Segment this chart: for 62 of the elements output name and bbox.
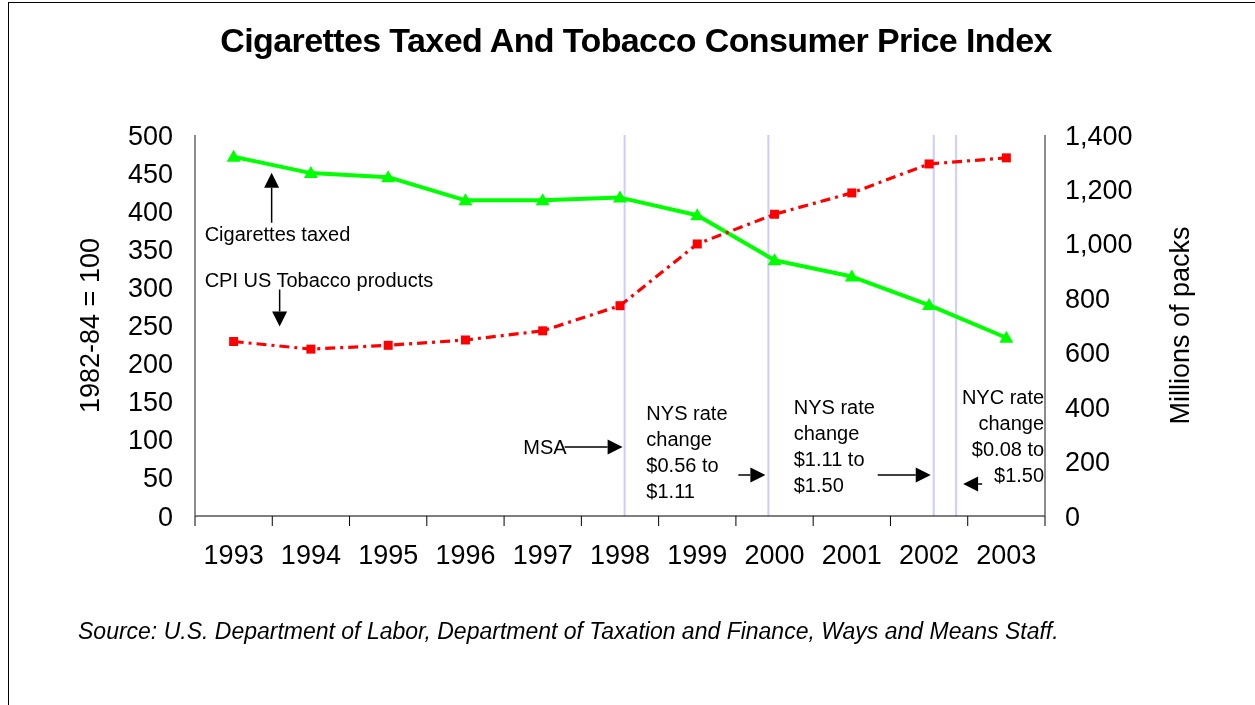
x-tick-label: 2002 <box>899 540 960 570</box>
point <box>535 193 550 206</box>
y2-tick-label: 600 <box>1065 338 1111 369</box>
point <box>999 330 1014 343</box>
y2-axis-title: Millions of packs <box>1165 226 1195 425</box>
x-tick-label: 2001 <box>821 540 882 570</box>
ref-line-label: NYS rate change $0.56 to $1.11 <box>646 402 728 502</box>
y2-tick-label: 1,000 <box>1065 229 1133 260</box>
point <box>770 209 780 219</box>
y-tick-label: 0 <box>157 501 173 532</box>
y2-tick-label: 0 <box>1065 501 1081 532</box>
x-tick-label: 1994 <box>280 540 341 570</box>
y-tick-label: 100 <box>127 425 173 456</box>
point <box>458 193 473 206</box>
source-note: Source: U.S. Department of Labor, Department of Taxation and Finance, Ways and Means Staff. <box>78 617 1059 645</box>
y2-tick-label: 400 <box>1065 392 1111 423</box>
x-tick-label: 1998 <box>589 540 651 570</box>
y-tick-label: 500 <box>127 120 173 151</box>
point <box>692 239 702 249</box>
point <box>460 335 470 345</box>
x-tick-label: 1993 <box>203 540 264 570</box>
y2-tick-label: 800 <box>1065 283 1111 314</box>
y-tick-label: 300 <box>127 272 173 303</box>
point <box>924 159 934 169</box>
point <box>690 208 705 221</box>
ref-line-label: NYS rate change $1.11 to $1.50 <box>793 396 875 496</box>
point <box>844 269 859 282</box>
point <box>767 253 782 266</box>
point <box>613 190 627 203</box>
y-tick-label: 450 <box>127 158 173 189</box>
point <box>1001 153 1011 163</box>
y2-tick-label: 200 <box>1065 447 1111 478</box>
point <box>383 340 393 350</box>
x-tick-label: 2000 <box>744 540 805 570</box>
x-tick-label: 1997 <box>512 540 573 570</box>
y-tick-label: 350 <box>127 234 173 265</box>
text: CPI US Tobacco products <box>204 268 434 291</box>
chart-title: Cigarettes Taxed And Tobacco Consumer Price Index <box>219 20 1053 61</box>
point <box>303 166 318 179</box>
y-tick-label: 50 <box>142 463 173 494</box>
x-tick-label: 1995 <box>358 540 419 570</box>
y2-tick-label: 1,200 <box>1065 175 1133 206</box>
point <box>381 170 396 183</box>
point <box>922 298 937 311</box>
x-tick-label: 1996 <box>435 540 496 570</box>
y-tick-label: 400 <box>127 196 173 227</box>
point <box>538 326 548 336</box>
point <box>847 188 857 198</box>
y-axis-title: 1982-84 = 100 <box>75 238 105 413</box>
ref-line-label: MSA <box>523 436 568 458</box>
y-tick-label: 200 <box>127 349 173 380</box>
y-tick-label: 150 <box>127 387 173 418</box>
y-tick-label: 250 <box>127 311 173 342</box>
text: Cigarettes taxed <box>204 222 351 245</box>
ref-line-label: NYC rate change $0.08 to $1.50 <box>961 386 1045 486</box>
x-tick-label: 2003 <box>976 540 1037 570</box>
point <box>229 337 239 346</box>
point <box>306 344 316 354</box>
point <box>226 149 241 162</box>
y2-tick-label: 1,400 <box>1065 120 1133 151</box>
x-tick-label: 1999 <box>667 540 728 570</box>
point <box>615 301 625 311</box>
